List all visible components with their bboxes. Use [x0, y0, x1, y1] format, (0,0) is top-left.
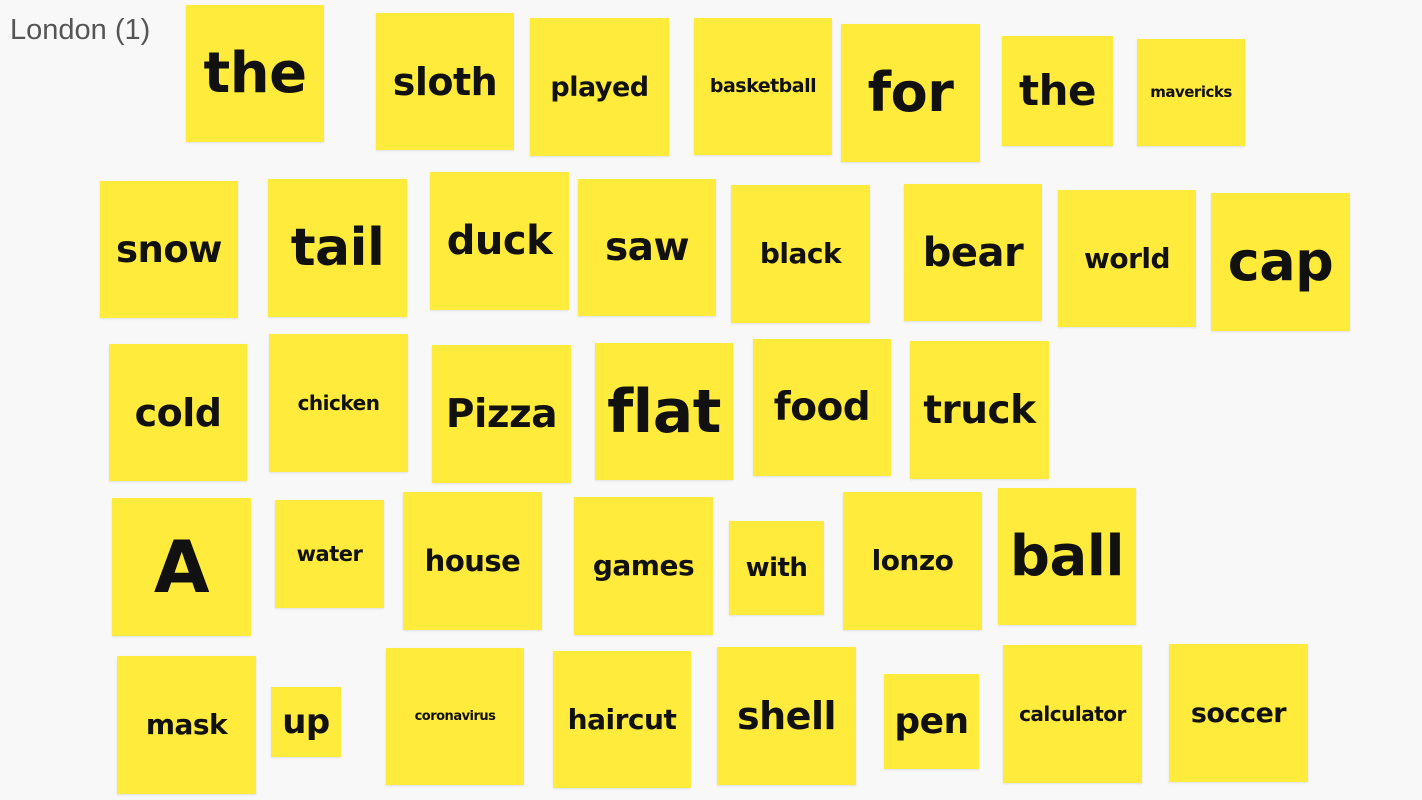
sticky-note[interactable]: for — [841, 24, 980, 162]
note-text: black — [759, 237, 842, 270]
note-text: house — [424, 543, 521, 578]
sticky-note[interactable]: shell — [717, 647, 856, 785]
sticky-note[interactable]: Pizza — [432, 345, 571, 483]
note-text: cap — [1227, 230, 1334, 293]
sticky-note[interactable]: house — [403, 492, 542, 630]
note-text: calculator — [1019, 702, 1126, 726]
note-text: played — [550, 71, 649, 103]
sticky-note[interactable]: saw — [578, 179, 716, 316]
sticky-note[interactable]: played — [530, 18, 669, 156]
sticky-note[interactable]: food — [753, 339, 891, 476]
note-text: soccer — [1190, 697, 1287, 729]
note-text: food — [773, 385, 871, 430]
sticky-note[interactable]: soccer — [1169, 644, 1308, 782]
sticky-note[interactable]: black — [731, 185, 870, 323]
note-text: for — [867, 61, 954, 124]
note-text: tail — [290, 218, 385, 278]
sticky-note[interactable]: calculator — [1003, 645, 1142, 783]
sticky-note[interactable]: water — [275, 500, 384, 608]
note-text: water — [296, 541, 363, 566]
sticky-note[interactable]: world — [1058, 190, 1196, 327]
sticky-note[interactable]: lonzo — [843, 492, 982, 630]
sticky-note[interactable]: cold — [109, 344, 247, 481]
note-text: up — [282, 702, 330, 742]
note-text: games — [592, 549, 695, 582]
note-text: sloth — [392, 59, 498, 104]
sticky-note[interactable]: cap — [1211, 193, 1350, 331]
note-text: world — [1083, 241, 1171, 275]
sticky-note[interactable]: A — [112, 498, 251, 636]
note-text: bear — [922, 229, 1024, 276]
note-text: coronavirus — [414, 709, 496, 724]
note-text: ball — [1009, 523, 1125, 589]
sticky-note[interactable]: ball — [998, 488, 1136, 625]
sticky-note[interactable]: basketball — [694, 18, 832, 155]
note-text: Pizza — [445, 391, 558, 437]
note-text: with — [745, 553, 808, 583]
sticky-note[interactable]: coronavirus — [386, 648, 524, 785]
note-text: duck — [446, 218, 553, 264]
note-text: truck — [923, 387, 1036, 433]
note-text: lonzo — [871, 544, 954, 577]
sticky-note[interactable]: up — [271, 687, 341, 757]
note-text: flat — [607, 376, 721, 447]
sticky-note[interactable]: the — [186, 5, 324, 142]
sticky-note[interactable]: with — [729, 521, 824, 615]
sticky-note[interactable]: truck — [910, 341, 1049, 479]
note-text: pen — [894, 700, 969, 742]
note-text: the — [1019, 66, 1096, 115]
note-text: mask — [145, 708, 228, 741]
sticky-note[interactable]: pen — [884, 674, 979, 769]
note-text: the — [203, 40, 307, 106]
note-text: A — [153, 525, 210, 609]
sticky-note[interactable]: chicken — [269, 334, 408, 472]
note-text: saw — [604, 225, 690, 270]
note-text: basketball — [709, 75, 817, 97]
note-text: shell — [737, 694, 837, 738]
note-text: cold — [134, 390, 222, 435]
note-text: mavericks — [1150, 83, 1232, 101]
sticky-note[interactable]: games — [574, 497, 713, 635]
sticky-note[interactable]: mask — [117, 656, 256, 794]
sticky-note[interactable]: tail — [268, 179, 407, 317]
note-text: haircut — [567, 702, 677, 736]
sticky-note[interactable]: sloth — [376, 13, 514, 150]
sticky-note[interactable]: mavericks — [1137, 39, 1245, 146]
sticky-note[interactable]: haircut — [553, 651, 691, 788]
sticky-note[interactable]: duck — [430, 172, 569, 310]
sticky-note[interactable]: bear — [904, 184, 1042, 321]
sticky-note[interactable]: the — [1002, 36, 1113, 146]
sticky-note[interactable]: flat — [595, 343, 733, 480]
board-title: London (1) — [10, 14, 151, 46]
note-text: chicken — [297, 391, 380, 415]
sticky-note[interactable]: snow — [100, 181, 238, 318]
note-text: snow — [116, 228, 222, 271]
